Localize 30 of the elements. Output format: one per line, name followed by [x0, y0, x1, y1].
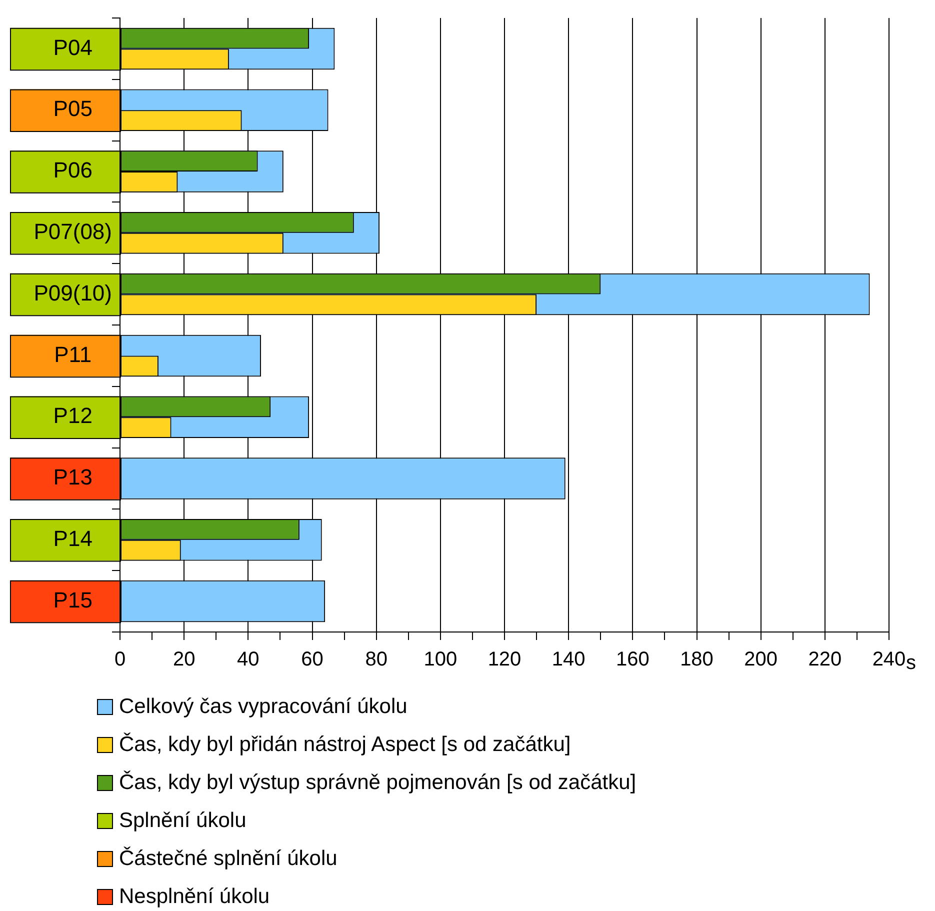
x-tick-label: 140 [552, 648, 586, 671]
legend-label: Celkový čas vypracování úkolu [119, 695, 408, 719]
x-tick-label: 220 [808, 648, 842, 671]
legend-label: Čas, kdy byl přidán nástroj Aspect [s od začátku] [119, 733, 571, 757]
y-tick-label: P09(10) [34, 280, 112, 306]
x-tick-label: 100 [424, 648, 458, 671]
legend-label: Částečné splnění úkolu [119, 847, 338, 871]
y-tick-label: P12 [53, 403, 92, 428]
x-tick-label: 0 [114, 648, 126, 671]
y-tick-label: P06 [53, 158, 92, 183]
y-tick-label: P05 [53, 96, 92, 122]
x-tick-label: 240 [872, 648, 906, 671]
x-axis-title: s [906, 651, 916, 675]
y-tick-label: P04 [53, 34, 92, 60]
x-tick-label: 120 [488, 648, 522, 671]
x-tick-label: 60 [301, 648, 324, 671]
y-tick-label: P13 [53, 464, 92, 490]
y-tick-label: P11 [54, 342, 92, 367]
x-tick-label: 80 [365, 648, 388, 671]
legend-label: Nesplnění úkolu [119, 885, 270, 909]
y-tick-label: P07(08) [34, 218, 112, 244]
y-tick-label: P14 [53, 526, 92, 551]
x-tick-label: 20 [172, 648, 196, 671]
x-tick-label: 160 [616, 648, 650, 671]
y-tick-label: P15 [53, 587, 92, 612]
legend-label: Čas, kdy byl výstup správně pojmenován [s od začátku] [119, 771, 636, 795]
legend-label: Splnění úkolu [119, 809, 246, 833]
x-tick-label: 180 [680, 648, 714, 671]
x-tick-label: 40 [237, 648, 260, 671]
x-tick-label: 200 [744, 648, 778, 671]
